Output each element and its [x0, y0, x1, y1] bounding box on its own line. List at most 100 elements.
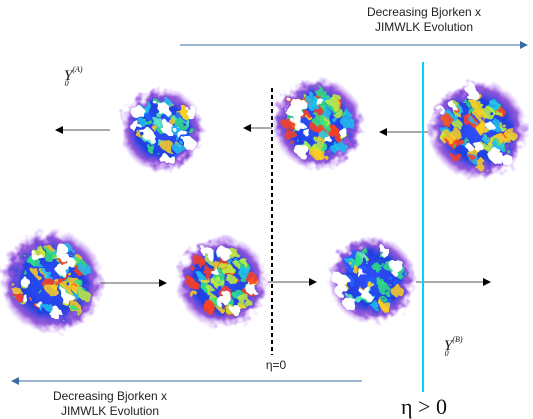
blob-part [316, 98, 325, 107]
blob-part [22, 270, 28, 275]
blob-part [295, 144, 309, 158]
blob-part [159, 154, 170, 164]
blob-part [220, 283, 225, 289]
blob-part [64, 256, 75, 267]
blob-part [360, 247, 368, 255]
blob-part [475, 122, 488, 135]
blob-part [161, 139, 174, 152]
blob-part [438, 107, 446, 114]
blob-part [380, 300, 391, 310]
blob-part [221, 263, 234, 275]
blob-part [303, 128, 311, 136]
blob-part [361, 266, 368, 273]
blob-part [62, 274, 69, 281]
blob-part [451, 151, 462, 162]
blob-part [482, 106, 495, 119]
blob-part [49, 307, 62, 320]
blob-part [204, 300, 214, 309]
nucleus [176, 236, 268, 328]
blob-part [282, 119, 294, 130]
blob-part [351, 265, 359, 273]
blob-part [461, 97, 468, 104]
blob-part [161, 122, 174, 135]
blob-part [70, 305, 77, 311]
nuclei [0, 78, 528, 334]
blob-part [474, 142, 484, 152]
blob-part [323, 135, 331, 143]
blob-part [217, 277, 225, 285]
bottom-label: JIMWLK Evolution [61, 404, 159, 418]
blob-part [154, 127, 160, 133]
blob-part [238, 293, 250, 304]
eta-zero-label: η=0 [266, 358, 287, 372]
blob-part [358, 271, 367, 280]
blob-part [504, 127, 516, 139]
blob-part [284, 104, 296, 116]
blob-part [390, 277, 397, 284]
blob-part [486, 121, 494, 129]
blob-part [396, 280, 402, 285]
blob-part [440, 133, 448, 142]
blob-part [298, 100, 308, 110]
blob-part [212, 280, 217, 285]
nucleus [328, 236, 416, 324]
blob-part [315, 87, 325, 98]
blob-part [474, 158, 487, 170]
blob-part [371, 301, 380, 310]
blob-part [359, 287, 373, 300]
blob-part [39, 247, 45, 253]
blob-part [466, 102, 471, 107]
blob-part [380, 247, 390, 257]
blob-part [343, 296, 357, 310]
blob-part [32, 269, 41, 277]
blob-part [292, 109, 304, 121]
top-label: JIMWLK Evolution [375, 20, 473, 34]
blob-part [322, 124, 330, 132]
blob-part [464, 137, 469, 142]
blob-part [137, 133, 143, 139]
blob-part [21, 278, 31, 288]
blob-part [54, 277, 65, 288]
blob-part [151, 117, 160, 126]
blob-part [489, 149, 501, 161]
blob-part [292, 118, 305, 130]
blob-part [200, 275, 210, 286]
blob-part [205, 257, 213, 264]
blob-part [503, 136, 511, 144]
blob-part [500, 153, 513, 165]
blob-part [37, 288, 42, 294]
nucleus [272, 78, 364, 170]
blob-part [216, 298, 225, 307]
blob-part [231, 304, 241, 315]
blob-part [210, 260, 221, 270]
blob-part [193, 282, 200, 289]
blob-part [284, 129, 297, 142]
blob-part [222, 295, 231, 303]
blob-part [190, 266, 196, 271]
blob-part [326, 125, 339, 138]
blob-part [334, 140, 346, 153]
blob-part [474, 106, 484, 116]
blob-part [80, 264, 92, 275]
blob-part [146, 144, 156, 154]
blob-part [235, 262, 241, 268]
blob-part [477, 101, 482, 106]
blob-part [156, 102, 169, 115]
blob-part [175, 112, 183, 120]
nucleus [120, 88, 204, 172]
blob-part [389, 283, 402, 296]
blob-part [313, 114, 325, 127]
blob-part [43, 250, 56, 263]
blob-part [130, 105, 145, 119]
blob-part [242, 259, 249, 267]
blob-part [454, 138, 466, 149]
blob-part [468, 108, 477, 116]
blob-part [143, 117, 151, 125]
blob-part [466, 143, 473, 151]
blob-part [341, 118, 353, 130]
blob-part [342, 113, 349, 119]
blob-part [338, 128, 348, 138]
blob-part [183, 138, 197, 151]
blob-part [22, 295, 29, 302]
